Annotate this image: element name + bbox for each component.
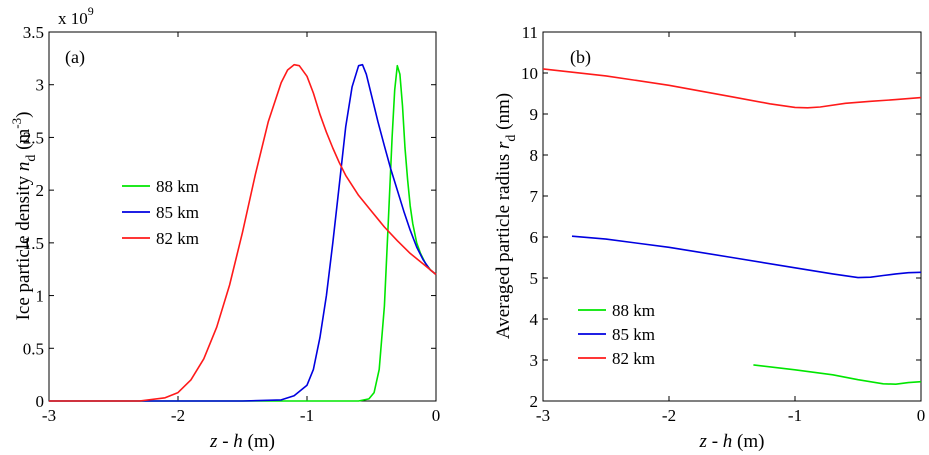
legend-label: 82 km [156, 229, 199, 248]
y-tick-label: 3 [530, 351, 539, 370]
chart-panel-a: -3 -2 -1 0 0 0.5 1 1.5 2 2.5 3 3.5 x 109 88 km 85 km 82… [9, 4, 440, 452]
y-tick-label: 2 [36, 181, 45, 200]
legend-label: 85 km [612, 325, 655, 344]
y-tick-label: 0 [36, 392, 45, 411]
x-tick-label: -1 [788, 406, 802, 425]
x-tick-label: -2 [662, 406, 676, 425]
legend-label: 88 km [156, 177, 199, 196]
series-line-85-km [571, 235, 922, 279]
y-tick-label: 1.5 [23, 234, 44, 253]
y-tick-label: 3 [36, 76, 45, 95]
y-tick-label: 5 [530, 269, 539, 288]
x-tick-label: -2 [171, 406, 185, 425]
series-line-82-km [542, 68, 922, 109]
y-tick-label: 9 [530, 105, 539, 124]
legend-label: 85 km [156, 203, 199, 222]
y-axis-label: Ice particle density nd (m-3) [9, 112, 39, 321]
y-axis-label: Averaged particle radius rd (nm) [493, 93, 519, 339]
chart-panel-b: -3 -2 -1 0 2 3 4 5 6 7 8 9 10 11 88 km 85 km 82 km (b) z -… [493, 23, 925, 452]
panel-label: (a) [65, 47, 85, 68]
y-tick-label: 2 [530, 392, 539, 411]
x-tick-label: 0 [432, 406, 441, 425]
series-line-88-km [753, 364, 922, 386]
series-line-85-km [49, 63, 437, 402]
x-tick-label: -1 [300, 406, 314, 425]
y-tick-label: 7 [530, 187, 539, 206]
legend-label: 82 km [612, 349, 655, 368]
plot-frame [48, 31, 437, 402]
x-tick-label: 0 [917, 406, 926, 425]
y-tick-label: 3.5 [23, 23, 44, 42]
x-axis-label: z - h (m) [209, 431, 275, 452]
y-tick-label: 2.5 [23, 128, 44, 147]
y-exponent-label: x 109 [58, 4, 94, 28]
series-line-88-km [49, 64, 437, 402]
series-line-82-km [49, 63, 437, 402]
y-tick-label: 1 [36, 287, 45, 306]
x-axis-label: z - h (m) [699, 431, 765, 452]
y-tick-label: 10 [521, 64, 538, 83]
y-tick-label: 4 [530, 310, 539, 329]
legend-label: 88 km [612, 301, 655, 320]
y-tick-label: 11 [522, 23, 538, 42]
y-tick-label: 6 [530, 228, 539, 247]
x-tick-label: -3 [536, 406, 550, 425]
x-tick-label: -3 [42, 406, 56, 425]
y-tick-label: 8 [530, 146, 539, 165]
plot-frame [542, 31, 922, 402]
y-tick-label: 0.5 [23, 339, 44, 358]
panel-label: (b) [570, 47, 591, 68]
